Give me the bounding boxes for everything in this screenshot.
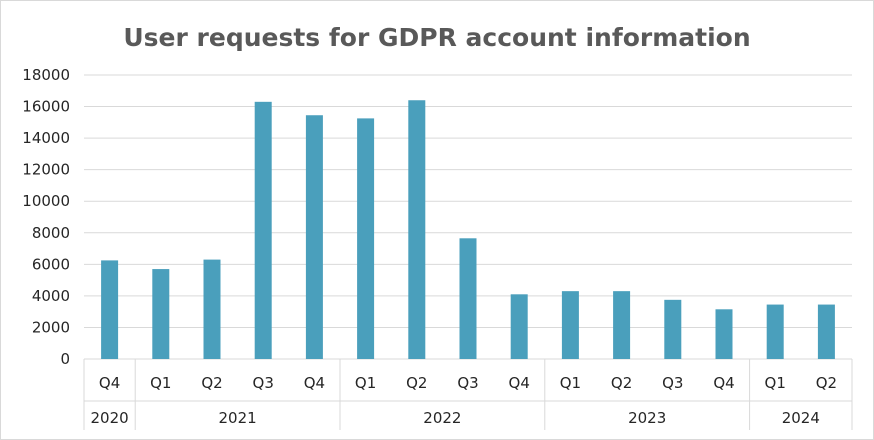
x-tick-label: Q4 xyxy=(304,374,325,392)
x-group-label: 2022 xyxy=(423,409,461,427)
x-tick-label: Q3 xyxy=(253,374,274,392)
x-tick-label: Q1 xyxy=(765,374,786,392)
x-group-label: 2023 xyxy=(628,409,666,427)
bar xyxy=(203,259,221,359)
chart-title: User requests for GDPR account informati… xyxy=(123,23,750,52)
x-tick-label: Q3 xyxy=(457,374,478,392)
bar xyxy=(408,100,426,359)
x-tick-label: Q4 xyxy=(509,374,530,392)
bar xyxy=(305,115,323,359)
x-group-label: 2021 xyxy=(219,409,257,427)
x-group-label: 2020 xyxy=(91,409,129,427)
bar xyxy=(766,304,784,359)
bar xyxy=(101,260,119,359)
x-tick-label: Q2 xyxy=(611,374,632,392)
y-tick-label: 2000 xyxy=(32,318,70,336)
x-axis: Q4 Q1 Q2 Q3 Q4 Q1 Q2 Q3 Q4 Q1 Q2 Q3 Q4 Q1 Q2 2020 2021 20… xyxy=(83,359,853,430)
y-tick-label: 4000 xyxy=(32,287,70,305)
bar xyxy=(817,304,835,359)
bar xyxy=(254,101,272,360)
x-tick-label: Q1 xyxy=(150,374,171,392)
bar xyxy=(152,269,170,359)
bar xyxy=(459,238,477,359)
y-tick-label: 14000 xyxy=(22,129,70,147)
x-tick-label: Q2 xyxy=(816,374,837,392)
x-tick-label: Q4 xyxy=(713,374,734,392)
x-tick-label: Q2 xyxy=(406,374,427,392)
x-tick-label: Q3 xyxy=(662,374,683,392)
x-tick-label: Q1 xyxy=(560,374,581,392)
y-tick-label: 12000 xyxy=(22,161,70,179)
y-tick-label: 6000 xyxy=(32,255,70,273)
bar xyxy=(561,291,579,359)
x-tick-label: Q2 xyxy=(201,374,222,392)
bar xyxy=(715,309,733,359)
y-tick-label: 10000 xyxy=(22,192,70,210)
y-tick-label: 8000 xyxy=(32,224,70,242)
bar xyxy=(357,118,375,359)
x-tick-label: Q1 xyxy=(355,374,376,392)
x-group-label: 2024 xyxy=(782,409,820,427)
y-tick-label: 0 xyxy=(60,350,70,368)
bars xyxy=(101,100,835,360)
y-axis-ticks: 0 2000 4000 6000 8000 10000 12000 14000 16000 180… xyxy=(22,66,70,368)
bar xyxy=(510,294,528,359)
bar xyxy=(664,299,682,359)
y-tick-label: 16000 xyxy=(22,98,70,116)
y-tick-label: 18000 xyxy=(22,66,70,84)
bar xyxy=(613,291,631,359)
x-tick-label: Q4 xyxy=(99,374,120,392)
